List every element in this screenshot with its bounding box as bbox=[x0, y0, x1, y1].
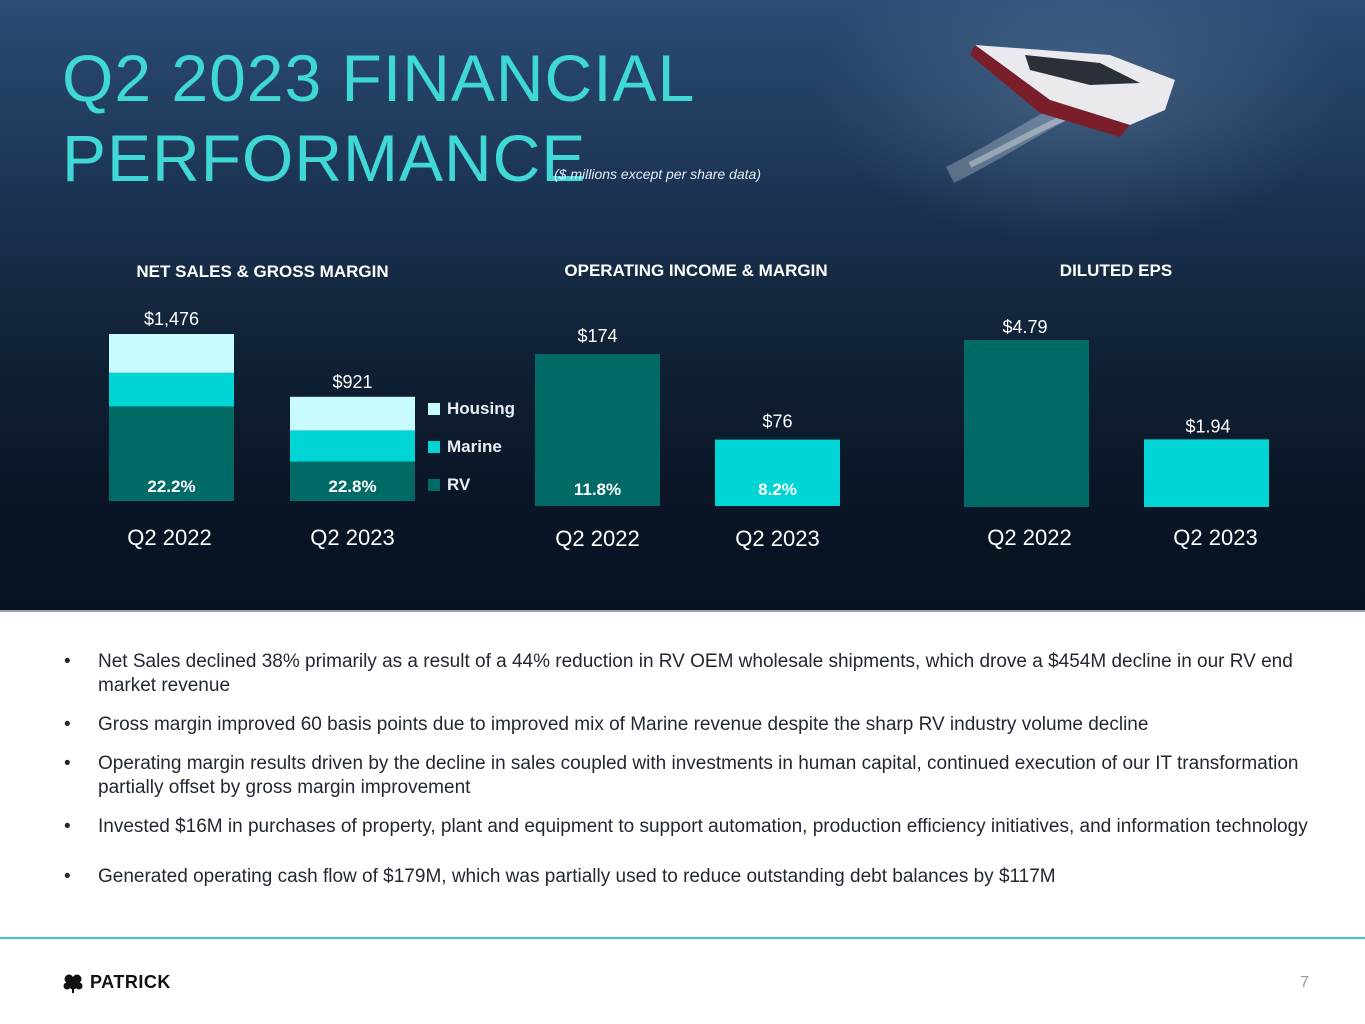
bar bbox=[535, 354, 660, 506]
footer-divider bbox=[0, 937, 1365, 939]
logo-text: PATRICK bbox=[90, 972, 171, 992]
margin-label: 22.2% bbox=[147, 477, 195, 496]
x-tick-label: Q2 2023 bbox=[1173, 525, 1257, 550]
charts-canvas: $1,476 22.2% Q2 2022 $921 22.8% Q2 2023 Housin… bbox=[109, 309, 1269, 551]
margin-label: 8.2% bbox=[758, 480, 797, 499]
legend-swatch-marine bbox=[428, 441, 440, 453]
margin-label: 11.8% bbox=[574, 480, 621, 499]
section-divider bbox=[0, 610, 1365, 612]
legend-swatch-housing bbox=[428, 403, 440, 415]
hero-banner: Q2 2023 FINANCIAL PERFORMANCE ($ million… bbox=[0, 0, 1365, 610]
bar-housing-segment bbox=[290, 396, 415, 431]
title-line-1: Q2 2023 FINANCIAL bbox=[62, 41, 696, 115]
x-tick-label: Q2 2023 bbox=[735, 526, 819, 551]
bar bbox=[715, 439, 840, 506]
bar-housing-segment bbox=[109, 334, 234, 373]
legend-swatch-rv bbox=[428, 479, 440, 491]
bullet-item: Operating margin results driven by the d… bbox=[62, 752, 1312, 800]
x-tick-label: Q2 2022 bbox=[987, 525, 1071, 550]
boat-image bbox=[945, 45, 1175, 184]
bar-value-label: $921 bbox=[332, 372, 372, 392]
bar-value-label: $4.79 bbox=[1002, 317, 1047, 337]
shamrock-icon bbox=[63, 974, 83, 993]
margin-label: 22.8% bbox=[328, 477, 376, 496]
bullet-item: Gross margin improved 60 basis points du… bbox=[62, 713, 1312, 737]
bullet-item: Invested $16M in purchases of property, … bbox=[62, 815, 1312, 839]
legend-label-rv: RV bbox=[447, 475, 471, 494]
legend-label-housing: Housing bbox=[447, 399, 515, 418]
bar-rv-segment bbox=[290, 461, 415, 501]
title-line-2: PERFORMANCE bbox=[62, 121, 587, 195]
page-number: 7 bbox=[1300, 974, 1309, 991]
bullet-list: Net Sales declined 38% primarily as a re… bbox=[62, 650, 1312, 904]
page-title: Q2 2023 FINANCIAL PERFORMANCE bbox=[62, 38, 695, 198]
bar bbox=[1144, 439, 1269, 507]
bar-rv-segment bbox=[109, 406, 234, 501]
bar-marine-segment bbox=[290, 430, 415, 462]
bar-value-label: $1.94 bbox=[1185, 416, 1230, 436]
bar-value-label: $76 bbox=[762, 412, 792, 432]
net-sales-chart-title: NET SALES & GROSS MARGIN bbox=[136, 262, 389, 281]
bullet-item: Generated operating cash flow of $179M, … bbox=[62, 865, 1312, 889]
bar-marine-segment bbox=[109, 372, 234, 407]
bar-value-label: $1,476 bbox=[144, 309, 199, 329]
bar bbox=[964, 340, 1089, 507]
x-tick-label: Q2 2022 bbox=[127, 525, 211, 550]
bullet-item: Net Sales declined 38% primarily as a re… bbox=[62, 650, 1312, 698]
page-subtitle: ($ millions except per share data) bbox=[554, 166, 761, 182]
patrick-logo: PATRICK bbox=[62, 972, 171, 993]
diluted-eps-chart-title: DILUTED EPS bbox=[1059, 261, 1173, 280]
x-tick-label: Q2 2022 bbox=[555, 526, 639, 551]
x-tick-label: Q2 2023 bbox=[310, 525, 394, 550]
operating-income-chart-title: OPERATING INCOME & MARGIN bbox=[564, 261, 828, 280]
bar-value-label: $174 bbox=[577, 326, 617, 346]
legend-label-marine: Marine bbox=[447, 437, 502, 456]
